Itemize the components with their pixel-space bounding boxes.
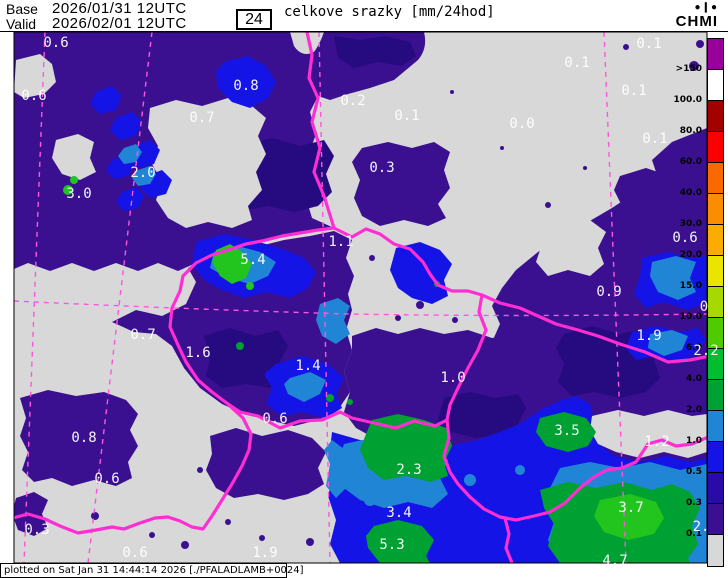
chmi-logo-text: CHMI: [675, 13, 718, 30]
valid-time: 2026/02/01 12UTC: [52, 15, 187, 32]
chmi-logo-icon: ●❙●: [694, 2, 718, 13]
scale-segment: [708, 411, 723, 442]
scale-segment: [708, 70, 723, 101]
precip-field-brightgreen: [63, 176, 664, 540]
scale-segment: [708, 132, 723, 163]
base-label: Base: [6, 1, 38, 17]
scale-segment: [708, 380, 723, 411]
scale-segment: [708, 442, 723, 473]
map-title: celkove srazky [mm/24hod]: [284, 4, 495, 20]
scale-segment: [708, 101, 723, 132]
scale-segment: [708, 318, 723, 349]
scale-segment: [708, 473, 723, 504]
chmi-logo: ●❙● CHMI: [676, 2, 718, 29]
footer-bar: plotted on Sat Jan 31 14:44:14 2026 [./P…: [0, 563, 304, 578]
scale-segment: [708, 287, 723, 318]
graticule-lines: [14, 32, 707, 563]
scale-segment: [708, 349, 723, 380]
scale-segment: [708, 535, 723, 566]
scale-segment: [708, 504, 723, 535]
header-bar: Base 2026/01/31 12UTC Valid 2026/02/01 1…: [0, 0, 728, 32]
scale-segment: [708, 39, 723, 70]
forecast-step-box: 24: [236, 9, 272, 30]
valid-label: Valid: [6, 16, 37, 32]
base-time: 2026/01/31 12UTC: [52, 0, 187, 17]
scale-segment: [708, 163, 723, 194]
scale-segment: [708, 225, 723, 256]
dry-holes: [14, 54, 606, 276]
country-borders: [14, 32, 707, 563]
precipitation-color-scale: [707, 38, 724, 567]
scale-segment: [708, 194, 723, 225]
plotted-timestamp: plotted on Sat Jan 31 14:44:14 2026 [./P…: [4, 565, 304, 576]
scale-segment: [708, 256, 723, 287]
